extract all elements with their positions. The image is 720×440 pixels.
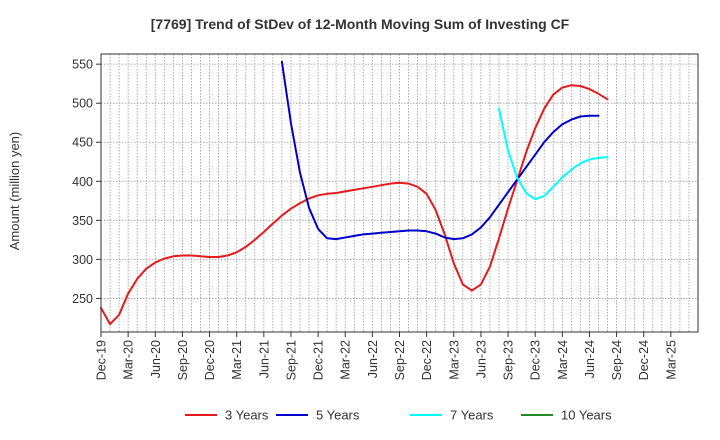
legend-label: 10 Years	[561, 408, 612, 423]
x-tick-label: Dec-21	[312, 340, 326, 380]
legend: 3 Years 5 Years 7 Years 10 Years	[185, 408, 612, 423]
legend-label: 7 Years	[450, 408, 494, 423]
x-tick-label: Mar-25	[664, 340, 678, 380]
x-tick-label: Mar-20	[122, 340, 136, 380]
grid	[101, 54, 698, 332]
x-tick-label: Dec-19	[95, 340, 109, 380]
x-tick-label: Jun-24	[583, 340, 597, 378]
chart-title: [7769] Trend of StDev of 12-Month Moving…	[151, 16, 570, 32]
x-tick-label: Jun-20	[149, 340, 163, 378]
y-axis-label: Amount (million yen)	[7, 132, 22, 251]
x-tick-label: Dec-23	[529, 340, 543, 380]
y-tick-label: 300	[72, 253, 93, 267]
x-tick-label: Mar-23	[447, 340, 461, 380]
series-line-7-years	[498, 107, 609, 201]
x-tick-label: Sep-24	[610, 340, 624, 380]
legend-label: 5 Years	[316, 408, 360, 423]
x-tick-label: Sep-20	[176, 340, 190, 380]
x-tick-label: Jun-22	[366, 340, 380, 378]
y-tick-label: 250	[72, 292, 93, 306]
y-tick-label: 500	[72, 97, 93, 111]
x-tick-label: Sep-21	[284, 340, 298, 380]
x-axis: Dec-19 Mar-20 Jun-20 Sep-20 Dec-20 Mar-21 Jun-…	[95, 332, 678, 380]
x-tick-label: Mar-22	[339, 340, 353, 380]
y-tick-label: 350	[72, 214, 93, 228]
y-tick-label: 450	[72, 136, 93, 150]
x-tick-label: Mar-21	[230, 340, 244, 380]
legend-label: 3 Years	[225, 408, 269, 423]
y-tick-label: 400	[72, 175, 93, 189]
series-line-3-years	[100, 84, 609, 326]
x-tick-label: Dec-24	[637, 340, 651, 380]
x-tick-label: Sep-23	[502, 340, 516, 380]
x-tick-label: Dec-22	[420, 340, 434, 380]
x-tick-label: Jun-23	[474, 340, 488, 378]
y-tick-label: 550	[72, 58, 93, 72]
x-tick-label: Mar-24	[556, 340, 570, 380]
series-lines	[100, 60, 609, 326]
x-tick-label: Dec-20	[203, 340, 217, 380]
x-tick-label: Jun-21	[257, 340, 271, 378]
series-line-5-years	[280, 60, 600, 241]
x-tick-label: Sep-22	[393, 340, 407, 380]
y-axis: 250 300 350 400 450 500 550	[72, 58, 101, 306]
plot-frame	[100, 53, 699, 333]
